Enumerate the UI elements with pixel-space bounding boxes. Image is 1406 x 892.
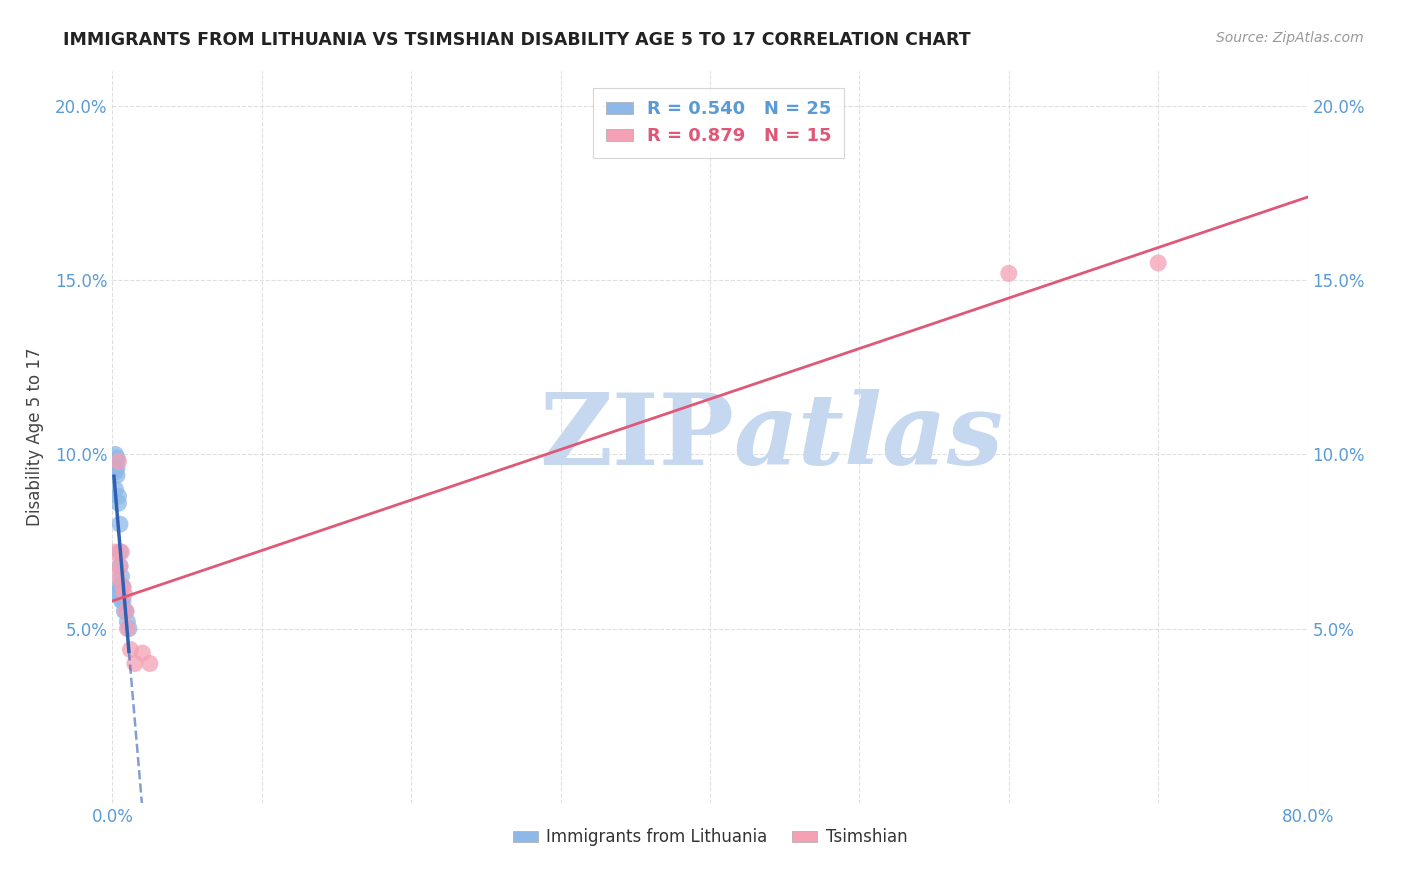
- Point: [104, 465, 127, 479]
- Text: ZIP: ZIP: [538, 389, 734, 485]
- Point: [108, 558, 131, 573]
- Point: [107, 496, 129, 510]
- Point: [107, 489, 129, 503]
- Point: [107, 580, 129, 594]
- Y-axis label: Disability Age 5 to 17: Disability Age 5 to 17: [25, 348, 44, 526]
- Point: [105, 461, 128, 475]
- Point: [111, 594, 134, 608]
- Point: [105, 569, 128, 583]
- Point: [111, 580, 134, 594]
- Point: [104, 545, 127, 559]
- Point: [124, 657, 146, 671]
- Point: [107, 587, 129, 601]
- Point: [103, 587, 125, 601]
- Point: [111, 580, 134, 594]
- Legend: Immigrants from Lithuania, Tsimshian: Immigrants from Lithuania, Tsimshian: [506, 822, 914, 853]
- Point: [105, 454, 128, 468]
- Point: [110, 569, 132, 583]
- Text: IMMIGRANTS FROM LITHUANIA VS TSIMSHIAN DISABILITY AGE 5 TO 17 CORRELATION CHART: IMMIGRANTS FROM LITHUANIA VS TSIMSHIAN D…: [63, 31, 972, 49]
- Point: [117, 622, 139, 636]
- Point: [107, 454, 129, 468]
- Point: [115, 604, 138, 618]
- Point: [103, 461, 125, 475]
- Point: [110, 594, 132, 608]
- Point: [120, 642, 142, 657]
- Text: Source: ZipAtlas.com: Source: ZipAtlas.com: [1216, 31, 1364, 45]
- Point: [108, 545, 131, 559]
- Point: [114, 604, 135, 618]
- Point: [110, 580, 132, 594]
- Point: [118, 622, 141, 636]
- Text: atlas: atlas: [734, 389, 1004, 485]
- Point: [105, 450, 128, 465]
- Point: [108, 558, 131, 573]
- Point: [998, 266, 1021, 280]
- Point: [105, 468, 128, 483]
- Point: [108, 517, 131, 532]
- Point: [104, 448, 127, 462]
- Point: [110, 545, 132, 559]
- Point: [139, 657, 162, 671]
- Point: [1147, 256, 1170, 270]
- Point: [117, 615, 139, 629]
- Point: [104, 483, 127, 497]
- Point: [131, 646, 153, 660]
- Point: [114, 587, 135, 601]
- Point: [115, 604, 138, 618]
